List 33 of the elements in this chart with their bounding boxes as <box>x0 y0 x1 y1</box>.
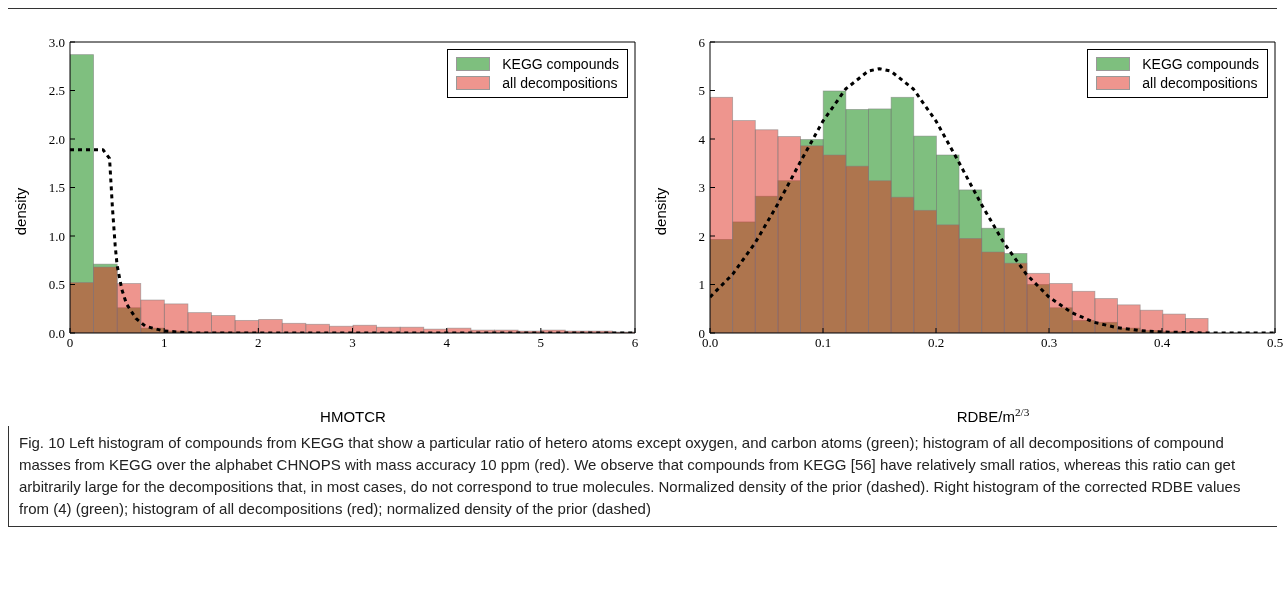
y-tick-label: 1.5 <box>48 180 65 196</box>
y-tick-label: 0.0 <box>48 325 65 341</box>
x-tick-label: 5 <box>537 335 545 351</box>
legend-label: all decompositions <box>501 75 619 91</box>
legend-label: KEGG compounds <box>501 56 619 72</box>
x-tick-label: 0.4 <box>1153 335 1171 351</box>
x-tick-label: 0.1 <box>814 335 832 351</box>
y-tick-label: 2 <box>698 228 705 244</box>
x-axis-title: HMOTCR <box>320 408 387 425</box>
x-tick-label: 4 <box>443 335 451 351</box>
y-tick-label: 1.0 <box>48 228 65 244</box>
y-tick-label: 0.5 <box>48 277 65 293</box>
x-axis-title: RDBE/m$^{2/3}$ <box>956 406 1030 425</box>
y-tick-label: 3.0 <box>48 34 65 50</box>
x-tick-label: 0.5 <box>1266 335 1284 351</box>
x-tick-label: 6 <box>631 335 639 351</box>
y-tick-label: 1 <box>698 277 705 293</box>
y-tick-label: 2.5 <box>48 83 65 99</box>
y-tick-label: 6 <box>698 34 706 50</box>
y-tick-label: 2.0 <box>48 131 65 147</box>
x-tick-label: 1 <box>160 335 168 351</box>
x-tick-label: 0.2 <box>927 335 945 351</box>
x-tick-label: 0.3 <box>1040 335 1058 351</box>
legend-label: all decompositions <box>1141 75 1259 91</box>
caption: Fig. 10 Left histogram of compounds from KEGG that show a particular ratio of hetero atoms except oxygen, and carbon atoms (green); histogram of all decompositions of compound masses from KEGG over the alphabet CHNOPS with mass accuracy 10 ppm (red). We observe that compounds from KEGG [56] have relatively small ratios, whereas this ratio can get arbitrarily large for the decompositions that, in most cases, do not correspond to true molecules. Normalized density of the prior (dashed). Right histogram of the corrected RDBE values from (4) (green); histogram of all decompositions (red); normalized density of the prior (dashed) <box>8 426 1277 527</box>
y-tick-label: 3 <box>698 180 705 196</box>
y-tick-label: 4 <box>698 131 706 147</box>
y-tick-label: 5 <box>698 83 705 99</box>
y-axis-title: density <box>12 187 29 236</box>
x-tick-label: 3 <box>349 335 356 351</box>
legend-label: KEGG compounds <box>1141 56 1259 72</box>
y-axis-title: density <box>652 187 669 236</box>
x-tick-label: 2 <box>255 335 262 351</box>
